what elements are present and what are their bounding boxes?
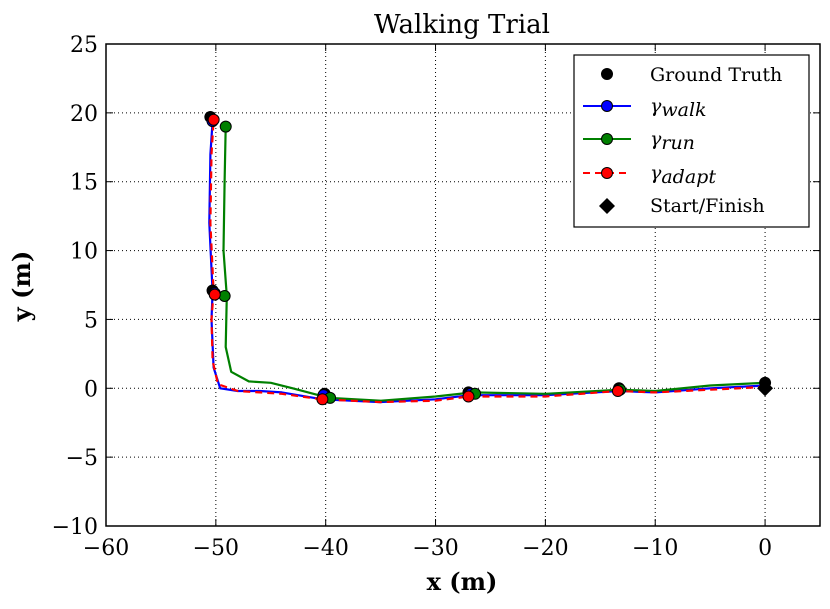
x-tick-label: 0 bbox=[758, 536, 772, 561]
series-marker-adapt bbox=[208, 288, 221, 301]
x-tick-label: −30 bbox=[412, 536, 458, 561]
y-axis-label: y (m) bbox=[7, 251, 36, 322]
series-marker-run bbox=[219, 120, 232, 133]
legend: Ground Truth γwalk γrun γadapt Start/Fin… bbox=[573, 54, 810, 228]
grid-lines bbox=[106, 44, 820, 526]
x-tick-label: −60 bbox=[83, 536, 129, 561]
series-marker-adapt bbox=[316, 393, 329, 406]
series-markers bbox=[204, 110, 774, 406]
legend-walk-marker bbox=[601, 100, 613, 112]
legend-run-sub: run bbox=[661, 132, 695, 154]
legend-adapt-sub: adapt bbox=[661, 166, 716, 188]
x-axis-ticks: −60 −50 −40 −30 −20 −10 0 bbox=[83, 44, 772, 561]
legend-run-gamma: γ bbox=[650, 128, 662, 150]
y-tick-label: −10 bbox=[52, 515, 98, 540]
legend-adapt-marker bbox=[601, 167, 613, 179]
start-finish-marker bbox=[757, 380, 774, 397]
legend-box bbox=[573, 54, 810, 228]
x-tick-label: −50 bbox=[193, 536, 239, 561]
legend-ground-truth-label: Ground Truth bbox=[650, 64, 782, 86]
plot-frame bbox=[105, 43, 821, 527]
x-tick-label: −20 bbox=[522, 536, 568, 561]
y-tick-label: −5 bbox=[66, 446, 98, 471]
y-tick-label: 10 bbox=[70, 240, 98, 265]
legend-ground-truth-marker bbox=[601, 68, 613, 80]
series-marker-adapt bbox=[611, 385, 624, 398]
legend-run-marker bbox=[601, 133, 613, 145]
y-tick-label: 25 bbox=[70, 33, 98, 58]
legend-walk-label: γwalk bbox=[650, 95, 707, 121]
y-tick-label: 5 bbox=[84, 308, 98, 333]
series-marker-adapt bbox=[207, 113, 220, 126]
legend-adapt-gamma: γ bbox=[650, 162, 662, 184]
y-tick-label: 15 bbox=[70, 171, 98, 196]
legend-walk-sub: walk bbox=[661, 99, 706, 121]
legend-run-label: γrun bbox=[650, 128, 695, 154]
legend-adapt-label: γadapt bbox=[650, 162, 716, 188]
y-axis-ticks: −10 −5 0 5 10 15 20 25 bbox=[52, 33, 820, 540]
chart-title: Walking Trial bbox=[374, 10, 550, 40]
legend-start-finish-label: Start/Finish bbox=[650, 195, 765, 217]
x-tick-label: −10 bbox=[632, 536, 678, 561]
y-tick-label: 0 bbox=[84, 377, 98, 402]
x-axis-label: x (m) bbox=[427, 567, 498, 596]
y-tick-label: 20 bbox=[70, 102, 98, 127]
series-marker-run bbox=[218, 290, 231, 303]
x-tick-label: −40 bbox=[302, 536, 348, 561]
series-marker-adapt bbox=[462, 390, 475, 403]
legend-walk-gamma: γ bbox=[650, 95, 662, 117]
legend-start-finish-marker bbox=[599, 198, 615, 214]
